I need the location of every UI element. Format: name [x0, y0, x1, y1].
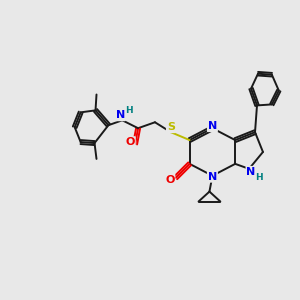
Text: N: N: [208, 121, 217, 131]
Text: H: H: [255, 173, 263, 182]
Text: S: S: [167, 122, 175, 132]
Text: N: N: [116, 110, 125, 120]
Text: N: N: [208, 172, 217, 182]
Text: N: N: [246, 167, 256, 177]
Text: H: H: [125, 106, 133, 115]
Text: O: O: [125, 137, 135, 147]
Text: O: O: [165, 175, 175, 185]
